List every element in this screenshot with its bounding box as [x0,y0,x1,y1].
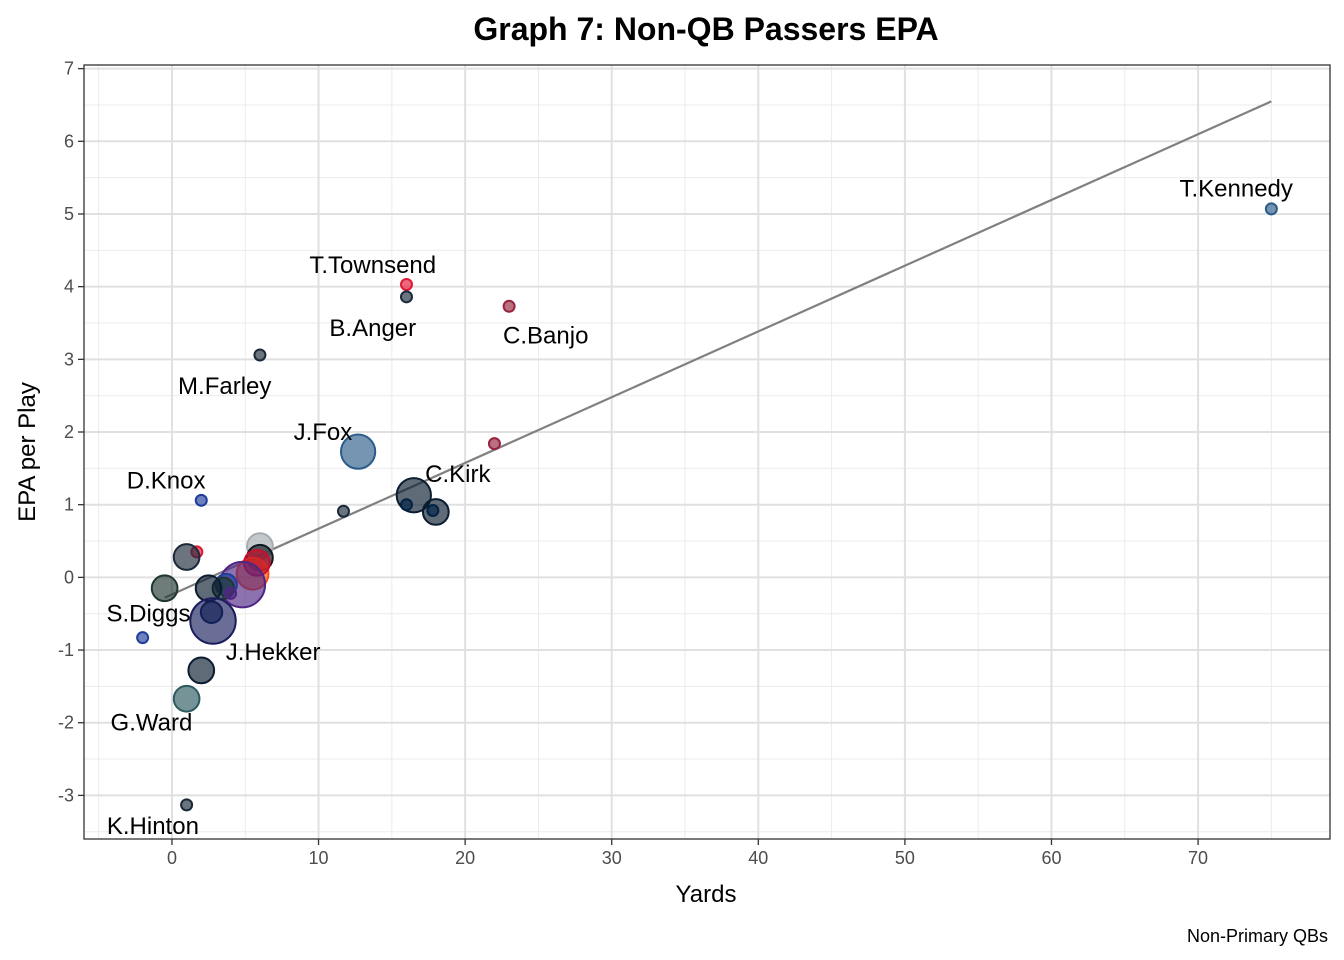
point-label: C.Banjo [503,322,588,349]
data-point [172,543,201,571]
y-tick-label: 7 [64,59,74,79]
data-point [336,504,350,518]
x-tick-label: 0 [167,848,177,868]
y-tick-label: -3 [58,785,74,805]
data-point [426,504,440,518]
data-point [502,299,516,313]
x-tick-label: 30 [602,848,622,868]
data-point [187,656,216,685]
point-label: K.Hinton [107,813,199,840]
data-point [180,798,194,812]
x-tick-label: 60 [1041,848,1061,868]
data-points [136,202,1278,812]
y-tick-label: 3 [64,349,74,369]
grid-lines [84,65,1330,839]
data-point [172,684,201,713]
point-label: J.Fox [294,419,353,446]
x-tick-label: 50 [895,848,915,868]
point-label: T.Townsend [309,252,436,279]
point-label: M.Farley [178,373,271,400]
point-label: G.Ward [111,710,193,737]
point-label: S.Diggs [106,601,190,628]
x-tick-label: 40 [748,848,768,868]
x-tick-label: 10 [309,848,329,868]
x-tick-label: 20 [455,848,475,868]
data-point [189,597,237,645]
trend-line [164,100,1272,599]
y-tick-label: 6 [64,131,74,151]
y-tick-label: 1 [64,495,74,515]
data-point [399,498,413,512]
data-point [194,493,208,507]
point-label: B.Anger [329,315,416,342]
chart-title: Graph 7: Non-QB Passers EPA [473,11,938,47]
data-point [339,433,377,470]
data-point [399,277,413,291]
x-tick-label: 70 [1188,848,1208,868]
data-point [487,437,501,451]
point-label: D.Knox [127,468,206,495]
y-axis-title: EPA per Play [14,382,41,522]
data-point [150,574,179,603]
point-labels: T.Kennedy T.Townsend B.Anger C.Banjo M.Farle… [106,176,1292,840]
plot-panel-border [83,64,1331,840]
axis-ticks: 0 10 20 30 40 50 60 70 -3 -2 -1 0 1 2 3 4 5 6 7 [58,59,1208,868]
y-tick-label: -1 [58,640,74,660]
y-tick-label: 0 [64,567,74,587]
data-point [253,348,267,362]
x-axis-title: Yards [676,881,737,908]
data-point [1264,202,1278,216]
point-label: T.Kennedy [1179,176,1292,203]
data-point [224,586,238,600]
chart-caption: Non-Primary QBs [1187,926,1328,946]
data-point [136,631,150,645]
y-tick-label: 4 [64,277,74,297]
point-label: J.Hekker [226,639,321,666]
y-tick-label: 5 [64,204,74,224]
point-label: C.Kirk [425,461,491,488]
data-point [194,574,223,603]
data-point [399,290,413,304]
y-tick-label: -2 [58,713,74,733]
trend-line-group [164,100,1272,599]
y-tick-label: 2 [64,422,74,442]
plot-panel-background [84,65,1330,839]
